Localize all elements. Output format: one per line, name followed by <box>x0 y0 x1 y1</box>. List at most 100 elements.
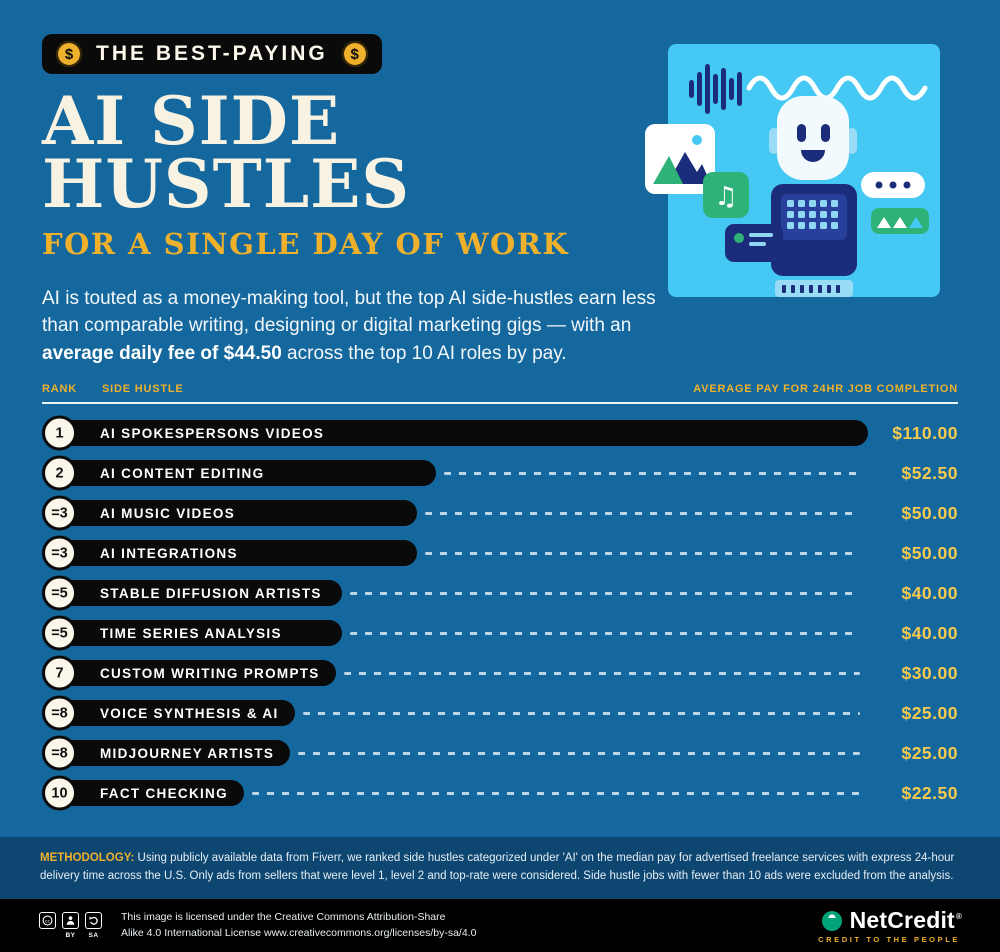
bar: AI SPOKESPERSONS VIDEOS <box>42 420 868 447</box>
chart-row: TIME SERIES ANALYSIS =5 $40.00 <box>42 613 958 653</box>
methodology-label: METHODOLOGY: <box>40 852 135 865</box>
dollar-coin-icon: $ <box>341 41 368 67</box>
page-title: AI SIDE HUSTLES <box>42 88 958 217</box>
dashed-leader-line <box>350 591 860 595</box>
svg-text:♫: ♫ <box>714 182 737 212</box>
rank-badge: =5 <box>42 615 77 651</box>
column-header-rank: RANK <box>42 383 77 396</box>
methodology-paragraph: METHODOLOGY: Using publicly available da… <box>40 850 960 886</box>
license-text: This image is licensed under the Creativ… <box>121 910 476 942</box>
waveform-icon <box>689 64 742 114</box>
bar-label: FACT CHECKING <box>100 785 228 801</box>
dashed-leader-line <box>425 511 860 515</box>
bar-label: AI CONTENT EDITING <box>100 465 265 481</box>
bar-label: AI MUSIC VIDEOS <box>100 505 236 521</box>
intro-text-highlight: average daily fee of $44.50 <box>42 342 282 364</box>
rank-badge: 7 <box>42 655 77 691</box>
cc-icon: cc <box>39 912 56 929</box>
bar-value: $25.00 <box>901 742 958 763</box>
bar: CUSTOM WRITING PROMPTS <box>42 660 336 687</box>
dollar-coin-icon: $ <box>56 41 82 67</box>
bar-track: CUSTOM WRITING PROMPTS 7 <box>42 653 868 693</box>
bar: AI MUSIC VIDEOS <box>42 500 418 527</box>
cc-sa-arrow-icon <box>85 912 102 929</box>
rank-badge: =3 <box>42 535 77 571</box>
rank-badge: =8 <box>42 695 77 731</box>
bar-value: $25.00 <box>901 702 958 723</box>
dashed-leader-line <box>343 671 860 675</box>
methodology: METHODOLOGY: Using publicly available da… <box>0 837 1000 899</box>
bar: STABLE DIFFUSION ARTISTS <box>42 580 343 607</box>
chart-column-headers: RANK SIDE HUSTLE AVERAGE PAY FOR 24HR JO… <box>42 383 958 395</box>
rank-badge: =3 <box>42 495 77 531</box>
chat-bubble-navy-icon <box>725 224 791 267</box>
bar-track: TIME SERIES ANALYSIS =5 <box>42 613 868 653</box>
bar-value: $40.00 <box>901 622 958 643</box>
music-note-icon: ♫ <box>703 172 749 218</box>
brand-tagline: CREDIT TO THE PEOPLE <box>818 935 960 944</box>
bar-value: $40.00 <box>901 582 958 603</box>
bar-label: MIDJOURNEY ARTISTS <box>100 745 275 761</box>
bar-label: AI INTEGRATIONS <box>100 545 238 561</box>
bar-track: AI MUSIC VIDEOS =3 <box>42 493 868 533</box>
column-header-average-pay: AVERAGE PAY FOR 24HR JOB COMPLETION <box>693 383 958 396</box>
cc-license-icons: cc BY SA <box>38 912 103 939</box>
bar: VOICE SYNTHESIS & AI <box>42 700 295 727</box>
bar-value: $110.00 <box>892 422 958 443</box>
rank-badge: 10 <box>42 775 77 811</box>
svg-text:cc: cc <box>45 919 51 924</box>
chart: RANK SIDE HUSTLE AVERAGE PAY FOR 24HR JO… <box>0 383 1000 813</box>
bar-label: STABLE DIFFUSION ARTISTS <box>100 585 322 601</box>
bar-track: MIDJOURNEY ARTISTS =8 <box>42 733 868 773</box>
netcredit-logo-row: NetCredit® <box>821 907 962 934</box>
chart-row: AI INTEGRATIONS =3 $50.00 <box>42 533 958 573</box>
brand-name: NetCredit® <box>849 907 962 933</box>
methodology-text: Using publicly available data from Fiver… <box>40 852 955 882</box>
dashed-leader-line <box>350 631 860 635</box>
bar-track: AI CONTENT EDITING 2 <box>42 453 868 493</box>
cc-sa-label: SA <box>88 932 99 939</box>
bar-label: CUSTOM WRITING PROMPTS <box>100 665 320 681</box>
best-paying-badge: $ THE BEST-PAYING $ <box>42 34 382 74</box>
dashed-leader-line <box>425 551 860 555</box>
image-card-icon <box>645 124 715 194</box>
bar-value: $22.50 <box>901 782 958 803</box>
chart-row: MIDJOURNEY ARTISTS =8 $25.00 <box>42 733 958 773</box>
chart-row: STABLE DIFFUSION ARTISTS =5 $40.00 <box>42 573 958 613</box>
chart-row: CUSTOM WRITING PROMPTS 7 $30.00 <box>42 653 958 693</box>
cc-by-person-icon <box>62 912 79 929</box>
chat-bubble-dots-icon <box>861 172 925 198</box>
bar-track: VOICE SYNTHESIS & AI =8 <box>42 693 868 733</box>
intro-text-post: across the top 10 AI roles by pay. <box>281 342 567 364</box>
chart-row: FACT CHECKING 10 $22.50 <box>42 773 958 813</box>
robot-illustration: ♫ <box>645 44 940 299</box>
chart-rows: AI SPOKESPERSONS VIDEOS 1 $110.00 AI CON… <box>42 413 958 813</box>
bar: AI CONTENT EDITING <box>42 460 437 487</box>
title-line-2: HUSTLES <box>42 145 411 224</box>
dashed-leader-line <box>302 711 860 715</box>
bar: AI INTEGRATIONS <box>42 540 418 567</box>
rank-badge: 2 <box>42 455 77 491</box>
license-line-2: Alike 4.0 International License www.crea… <box>121 926 477 939</box>
rank-badge: 1 <box>42 415 77 451</box>
bar: MIDJOURNEY ARTISTS <box>42 740 291 767</box>
intro-text-pre: AI is touted as a money-making tool, but… <box>42 287 656 337</box>
header: $ THE BEST-PAYING $ AI SIDE HUSTLES FOR A… <box>0 0 1000 367</box>
dashed-leader-line <box>251 791 860 795</box>
sine-wave-icon <box>746 75 928 101</box>
dashed-leader-line <box>298 751 860 755</box>
footer: cc BY SA This image is licensed under th… <box>0 899 1000 952</box>
netcredit-mark-icon <box>821 910 842 931</box>
registered-mark: ® <box>955 912 962 922</box>
chart-row: VOICE SYNTHESIS & AI =8 $25.00 <box>42 693 958 733</box>
rank-badge: =5 <box>42 575 77 611</box>
bar-label: VOICE SYNTHESIS & AI <box>100 705 279 721</box>
chart-row: AI SPOKESPERSONS VIDEOS 1 $110.00 <box>42 413 958 453</box>
bar-label: AI SPOKESPERSONS VIDEOS <box>100 425 325 441</box>
bar-track: AI INTEGRATIONS =3 <box>42 533 868 573</box>
bar: TIME SERIES ANALYSIS <box>42 620 343 647</box>
badge-label: THE BEST-PAYING <box>96 42 328 65</box>
header-divider <box>42 402 958 405</box>
bar-value: $50.00 <box>901 502 958 523</box>
